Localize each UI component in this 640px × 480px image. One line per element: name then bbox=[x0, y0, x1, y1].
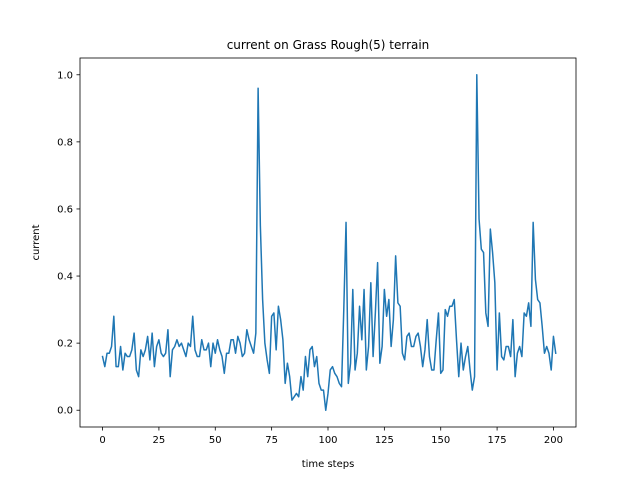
x-tick-label: 50 bbox=[209, 435, 222, 446]
x-tick-label: 175 bbox=[488, 435, 507, 446]
x-tick-label: 150 bbox=[431, 435, 450, 446]
x-tick-label: 25 bbox=[153, 435, 166, 446]
x-tick-label: 200 bbox=[544, 435, 563, 446]
y-axis-label: current bbox=[31, 224, 42, 260]
y-tick-label: 0.4 bbox=[57, 272, 73, 283]
y-axis-ticks: 0.0 0.2 0.4 0.6 0.8 1.0 bbox=[57, 70, 80, 417]
y-tick-label: 0.2 bbox=[57, 339, 73, 350]
x-tick-label: 0 bbox=[99, 435, 105, 446]
x-axis-label: time steps bbox=[302, 459, 355, 470]
x-tick-label: 125 bbox=[375, 435, 394, 446]
y-tick-label: 0.6 bbox=[57, 204, 73, 215]
series-line-current bbox=[101, 74, 557, 411]
x-axis-ticks: 0 25 50 75 100 125 150 175 200 bbox=[99, 427, 563, 446]
x-tick-label: 75 bbox=[265, 435, 278, 446]
plot-area-frame bbox=[79, 57, 577, 428]
y-tick-label: 0.0 bbox=[57, 406, 73, 417]
y-tick-label: 0.8 bbox=[57, 137, 73, 148]
chart-title: current on Grass Rough(5) terrain bbox=[227, 38, 430, 52]
x-tick-label: 100 bbox=[318, 435, 337, 446]
y-tick-label: 1.0 bbox=[57, 70, 73, 81]
